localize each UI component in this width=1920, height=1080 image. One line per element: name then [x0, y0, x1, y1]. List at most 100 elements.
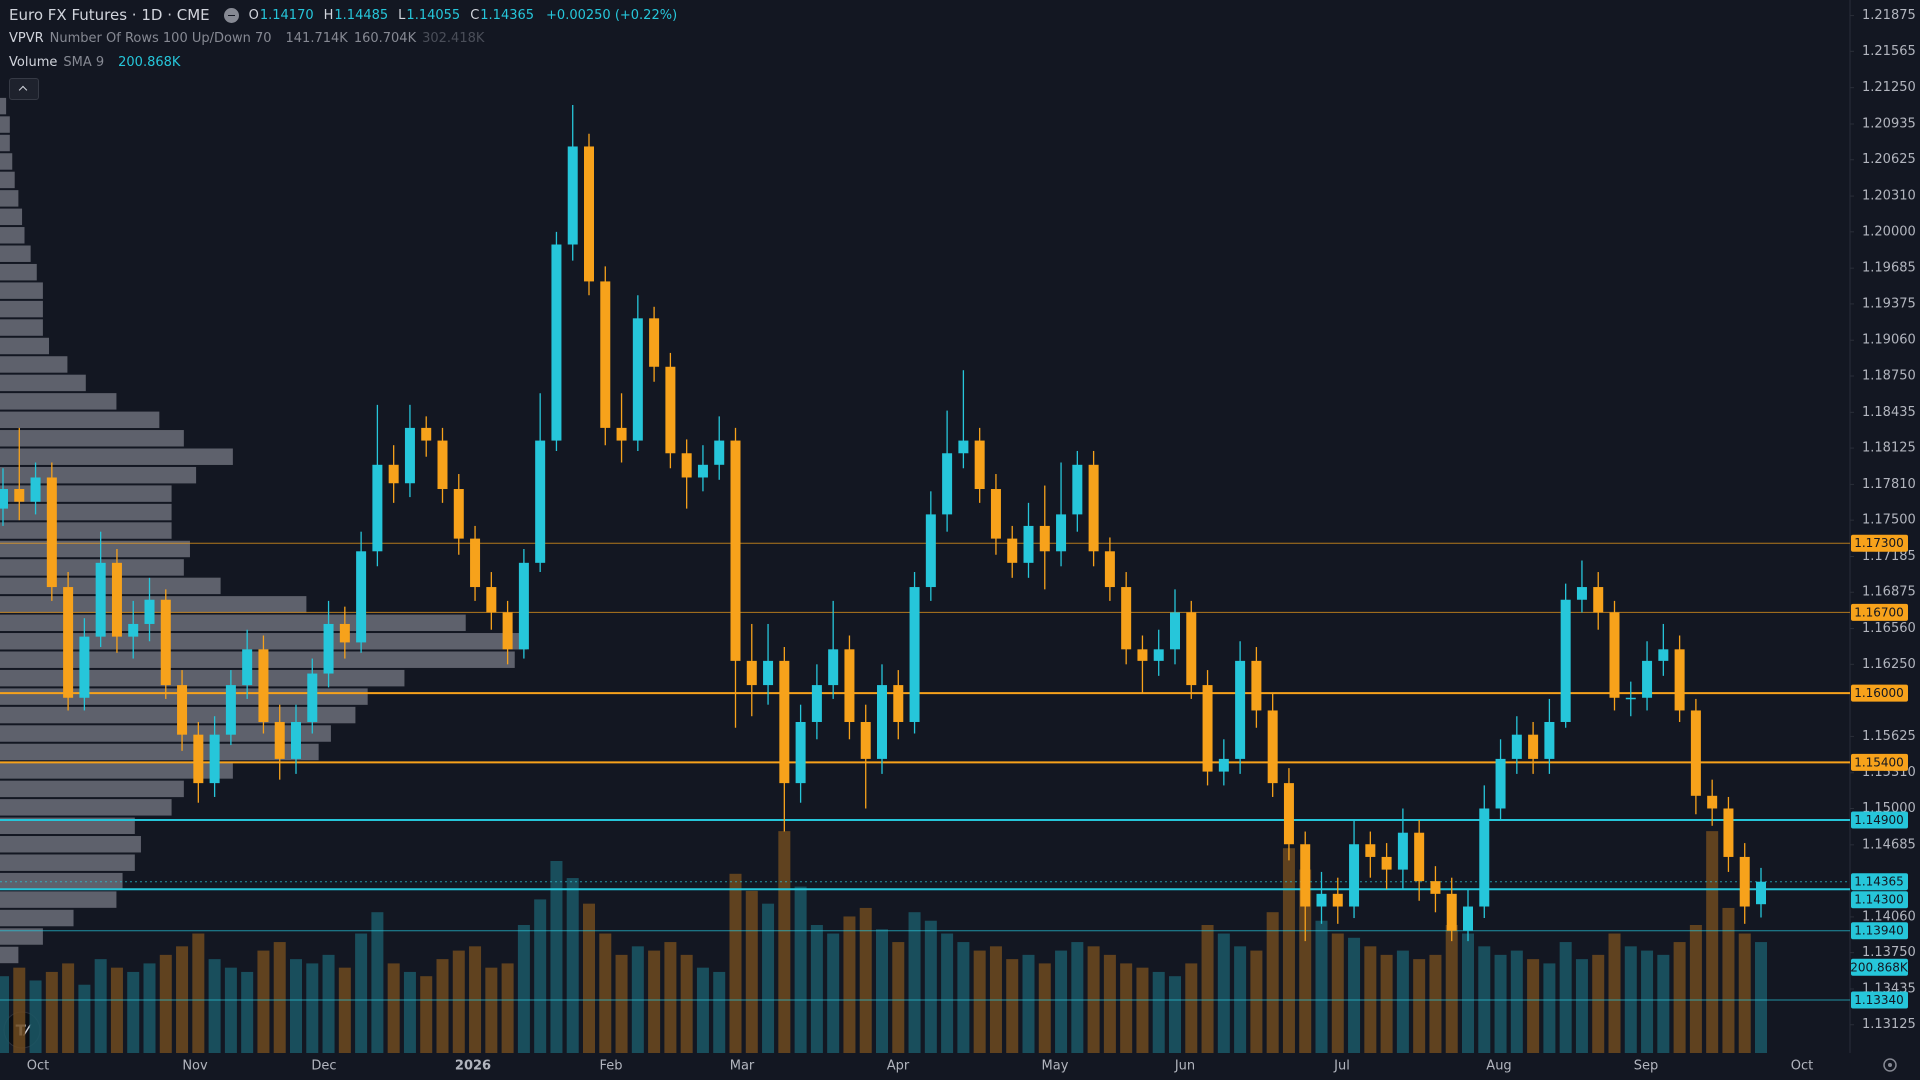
candle-body [437, 440, 448, 490]
vpvr-bar [0, 208, 23, 226]
ohlc-key: O [248, 7, 259, 23]
candle-body [649, 318, 660, 367]
candle-body [1104, 551, 1115, 588]
vpvr-bar [0, 190, 19, 207]
price-tag [1851, 811, 1908, 829]
y-tick-label: 1.19685 [1862, 261, 1916, 276]
candle-body [958, 440, 969, 454]
price-tag-label: 1.13940 [1854, 924, 1904, 938]
collapse-button[interactable] [9, 78, 39, 100]
candle-body [372, 464, 383, 552]
y-tick-label: 1.14685 [1862, 837, 1916, 852]
price-tag-label: 1.14365 [1854, 875, 1904, 889]
hide-button[interactable] [223, 7, 239, 23]
candle-body [1283, 783, 1294, 845]
volume-bar [908, 912, 921, 1053]
volume-bar [127, 971, 140, 1053]
vpvr-bar [0, 356, 68, 373]
volume-bar [810, 925, 823, 1053]
volume-legend: Volume SMA 9 200.868K [9, 55, 180, 70]
volume-bar [273, 942, 286, 1053]
candle-body [828, 649, 839, 686]
vpvr-settings: Number Of Rows 100 Up/Down 70 [49, 31, 272, 46]
candle-body [160, 599, 171, 686]
candle-body [404, 427, 415, 484]
candle-body [1072, 464, 1083, 515]
price-tag [1851, 922, 1908, 940]
candle-body [551, 244, 562, 441]
volume-bar [1641, 950, 1654, 1053]
volume-bar [876, 929, 888, 1053]
x-tick-label: Nov [182, 1059, 208, 1074]
candle-body [1463, 906, 1473, 931]
volume-value: 200.868K [118, 55, 181, 70]
candle-body [1609, 612, 1620, 698]
candles [0, 104, 1766, 942]
volume-bar [696, 967, 709, 1053]
volume-bar [534, 899, 547, 1053]
vpvr-bar [0, 909, 74, 927]
volume-bar [13, 967, 26, 1053]
volume-bar [1250, 950, 1263, 1053]
candle-body [1235, 660, 1246, 759]
volume-bar [1169, 976, 1181, 1053]
volume-bar [1348, 937, 1361, 1053]
candle-body [1007, 538, 1018, 563]
ohlc-value: 1.14170 [259, 7, 314, 23]
vpvr-bar [0, 669, 405, 687]
volume-bar [436, 959, 449, 1053]
volume-bar [355, 933, 368, 1053]
volume-bar [290, 959, 302, 1053]
price-tag-label: 1.17300 [1854, 536, 1904, 550]
volume-bar [420, 976, 433, 1053]
volume-bar [583, 903, 595, 1053]
candle-body [990, 489, 1001, 539]
candle-body [877, 685, 887, 759]
candle-body [1576, 587, 1587, 600]
volume-bar [1136, 967, 1149, 1053]
candle-body [421, 427, 432, 441]
candle-body [1528, 734, 1539, 759]
volume-bar [550, 861, 563, 1053]
x-tick-label: May [1042, 1059, 1069, 1074]
candle-body [242, 649, 253, 686]
candle-body [632, 318, 643, 441]
volume-bar [599, 933, 612, 1053]
vpvr-bar [0, 762, 233, 779]
x-tick-label: Oct [27, 1059, 49, 1074]
vpvr-bar [0, 263, 37, 281]
volume-bar [680, 954, 693, 1053]
vpvr-bar [0, 559, 184, 576]
volume-bar [1315, 920, 1328, 1053]
vpvr-bar [0, 411, 160, 429]
volume-bar [1006, 959, 1019, 1053]
vpvr-bar [0, 946, 19, 964]
candle-body [860, 721, 871, 759]
candle-body [1658, 649, 1669, 661]
volume-bar [322, 954, 335, 1053]
candle-body [193, 734, 204, 784]
volume-bar [485, 967, 498, 1053]
volume-bar [517, 925, 530, 1053]
volume-bar [29, 980, 42, 1053]
candle-body [714, 440, 725, 465]
volume-bar [257, 950, 270, 1053]
candle-body [356, 551, 367, 643]
candle-body [1170, 612, 1180, 650]
candle-body [1479, 808, 1490, 907]
volume-bar [1543, 963, 1556, 1053]
ohlc: O 1.14170 H 1.14485 L 1.14055 C 1.14365 [249, 8, 540, 23]
candle-body [1642, 660, 1653, 698]
candle-body [730, 440, 741, 661]
vpvr-bar [0, 393, 117, 410]
volume-bar [159, 954, 172, 1053]
settings-icon[interactable] [1883, 1058, 1897, 1072]
vpvr-bar [0, 227, 25, 244]
candle-body [307, 673, 318, 722]
volume-bar [843, 916, 856, 1053]
x-tick-label: Jul [1333, 1059, 1350, 1074]
candle-body [681, 453, 692, 478]
x-tick-label: Mar [730, 1059, 755, 1074]
candle-body [95, 562, 106, 637]
